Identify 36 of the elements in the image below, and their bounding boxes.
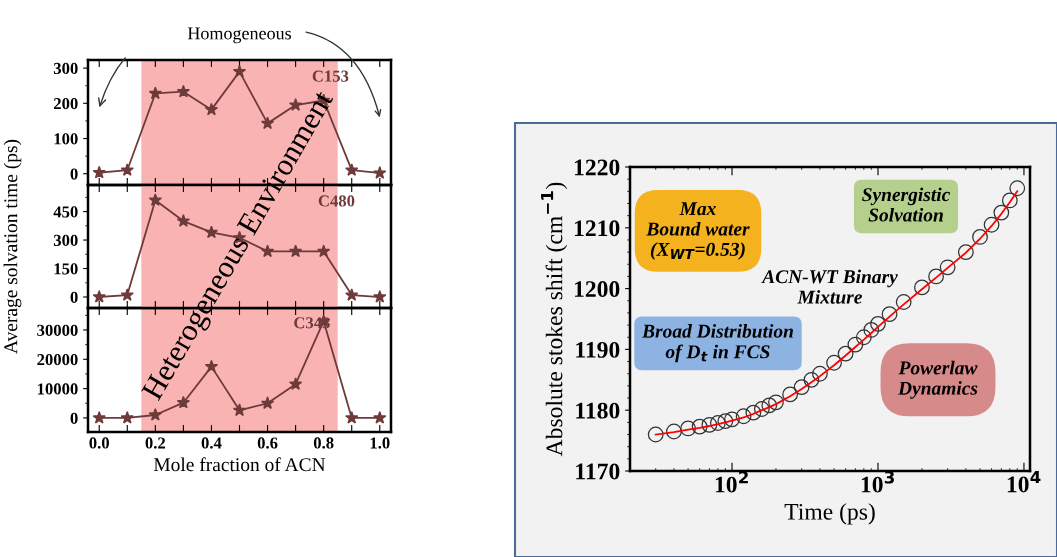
x-axis-title: Mole fraction of ACN (153, 457, 326, 472)
y-tick-label: 1180 (576, 402, 620, 419)
x-tick-label: 0.4 (201, 437, 222, 449)
y-tick-label: 0 (70, 168, 78, 180)
x-tick-label: 0.6 (257, 437, 278, 449)
y-tick-label: 1210 (574, 220, 620, 237)
annotation: Broad Distribution of D$_{t}$ in FCS (641, 324, 793, 363)
y-tick-label: 1190 (576, 341, 620, 358)
y-tick-label: 1220 (574, 159, 620, 176)
y-tick-label: 200 (53, 98, 78, 110)
x-tick-label: 10$^{4}$ (1007, 471, 1041, 493)
y-tick-label: 0 (70, 412, 78, 424)
annotation: ACN-WT Binary Mixture (761, 269, 898, 304)
x-axis-title: Time (ps) (784, 503, 875, 525)
y-tick-label: 20000 (37, 354, 78, 366)
y-tick-label: 30000 (37, 324, 78, 336)
y-tick-label: 10000 (37, 383, 78, 395)
y-tick-label: 300 (53, 62, 78, 75)
y-axis-title: Absolute stokes shift (cm$^{−1}$) (541, 182, 568, 457)
x-tick-label: 1.0 (370, 437, 390, 449)
y-tick-label: 300 (53, 234, 78, 246)
y-tick-label: 450 (53, 206, 78, 218)
annotation: Powerlaw Dynamics (897, 360, 978, 399)
y-tick-label: 100 (54, 133, 78, 145)
y-tick-label: 1200 (574, 281, 620, 298)
y-axis-title: Average solvation time (ps) (3, 139, 22, 354)
text: Homogeneous (187, 27, 291, 44)
y-tick-label: 0 (70, 291, 78, 303)
x-tick-label: 0.8 (313, 437, 334, 449)
y-tick-label: 1170 (576, 463, 620, 480)
x-tick-label: 0.2 (145, 437, 166, 449)
annotation: Synergistic Solvation (862, 187, 951, 222)
series-label: C153 (312, 70, 349, 82)
annotation: Max Bound water (X$_{WT}$=0.53) (646, 202, 750, 260)
y-tick-label: 150 (54, 263, 78, 275)
x-tick-label: 0.0 (89, 437, 109, 449)
